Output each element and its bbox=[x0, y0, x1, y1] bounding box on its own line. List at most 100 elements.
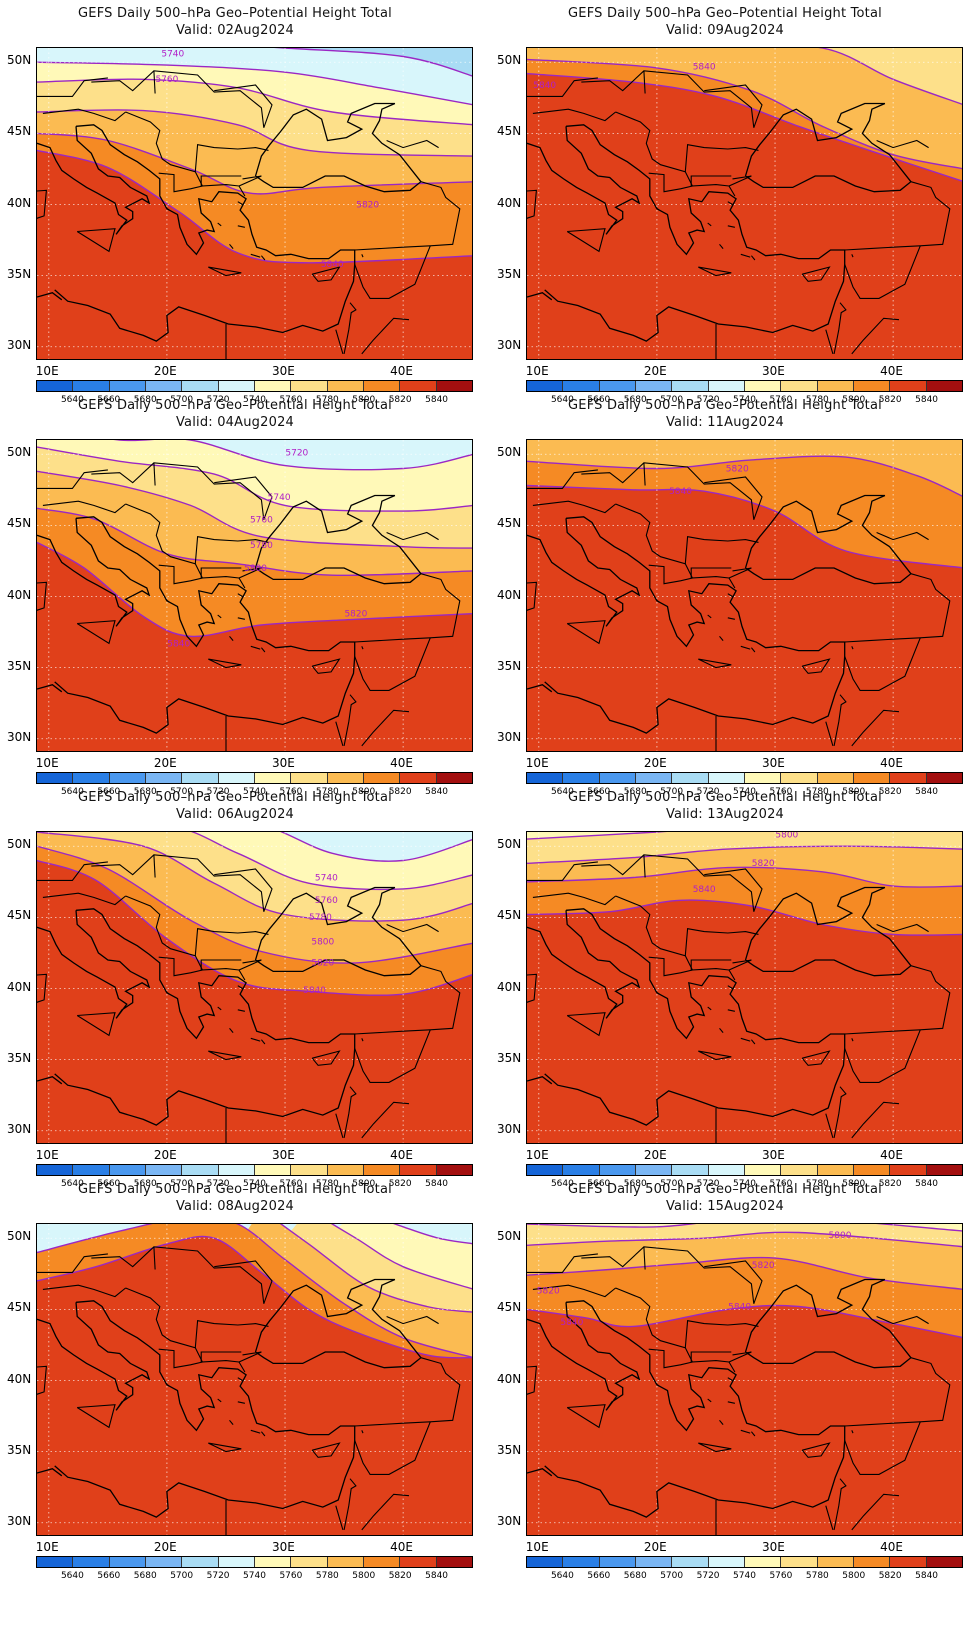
longitude-label: 20E bbox=[643, 1540, 667, 1554]
colorbar-label: 5820 bbox=[388, 395, 412, 405]
latitude-label: 45N bbox=[497, 1300, 522, 1315]
colorbar-swatch bbox=[182, 773, 219, 783]
colorbar-swatch bbox=[599, 1557, 636, 1567]
height-band bbox=[37, 1236, 472, 1535]
country-border bbox=[851, 709, 900, 747]
island-outline bbox=[208, 658, 242, 669]
map-panel: GEFS Daily 500–hPa Geo–Potential Height … bbox=[490, 392, 963, 802]
colorbar-label: 5680 bbox=[623, 1571, 647, 1581]
country-border bbox=[704, 476, 763, 520]
colorbar-label: 5760 bbox=[279, 1179, 303, 1189]
latitude-label: 30N bbox=[497, 337, 522, 352]
island-outline bbox=[740, 645, 751, 650]
colorbar-label: 5840 bbox=[425, 1179, 449, 1189]
contour-label: 5740 bbox=[268, 493, 291, 503]
island-outline bbox=[527, 973, 538, 1003]
colorbar bbox=[36, 1556, 473, 1568]
island-outline bbox=[361, 1038, 364, 1042]
island-outline bbox=[250, 645, 261, 650]
island-outline bbox=[37, 973, 48, 1003]
latitude-label: 40N bbox=[7, 587, 32, 602]
coastline bbox=[37, 1467, 63, 1477]
colorbar-swatch bbox=[254, 381, 292, 391]
latitude-label: 50N bbox=[7, 445, 32, 460]
colorbar-label: 5760 bbox=[769, 1571, 793, 1581]
island-outline bbox=[527, 581, 538, 611]
country-border bbox=[361, 317, 410, 355]
coastline bbox=[744, 886, 912, 977]
map-canvas: 5720 5740 5760 5780 5800 5820 5840 bbox=[37, 440, 472, 751]
island-outline bbox=[229, 1419, 234, 1425]
colorbar-swatch bbox=[890, 1557, 927, 1567]
colorbar-swatch bbox=[254, 1165, 292, 1175]
island-outline bbox=[727, 201, 733, 205]
contour-label: 5820 bbox=[726, 464, 749, 474]
colorbar-label: 5760 bbox=[769, 787, 793, 797]
country-border bbox=[825, 1113, 834, 1139]
island-outline bbox=[750, 1039, 756, 1045]
colorbar-swatch bbox=[781, 381, 818, 391]
colorbar-swatch bbox=[291, 773, 328, 783]
country-border bbox=[833, 302, 847, 355]
colorbar-label: 5780 bbox=[315, 1571, 339, 1581]
island-outline bbox=[851, 646, 854, 650]
country-border bbox=[581, 462, 755, 520]
country-border bbox=[690, 567, 732, 579]
colorbar-label: 5780 bbox=[805, 1571, 829, 1581]
height-band bbox=[37, 542, 472, 751]
latitude-label: 35N bbox=[7, 658, 32, 673]
latitude-label: 40N bbox=[497, 1371, 522, 1386]
colorbar-label: 5840 bbox=[915, 787, 939, 797]
colorbar-label: 5820 bbox=[878, 1571, 902, 1581]
country-border bbox=[42, 892, 126, 906]
country-border bbox=[343, 694, 357, 747]
island-outline bbox=[740, 1429, 751, 1434]
map-canvas: 5740 5760 5780 5800 5820 5840 bbox=[37, 832, 472, 1143]
country-border bbox=[200, 175, 242, 187]
latitude-label: 30N bbox=[7, 1121, 32, 1136]
island-outline bbox=[851, 254, 854, 258]
latitude-label: 40N bbox=[7, 979, 32, 994]
colorbar bbox=[526, 1556, 963, 1568]
island-outline bbox=[707, 614, 712, 619]
longitude-label: 10E bbox=[525, 1148, 549, 1162]
coastline bbox=[37, 683, 63, 693]
colorbar-swatch bbox=[363, 773, 401, 783]
island-outline bbox=[250, 1429, 261, 1434]
colorbar-label: 5660 bbox=[97, 787, 121, 797]
colorbar-swatch bbox=[291, 1557, 328, 1567]
country-border bbox=[238, 175, 262, 197]
country-border bbox=[335, 1113, 344, 1139]
colorbar-swatch bbox=[400, 381, 437, 391]
latitude-label: 45N bbox=[7, 124, 32, 139]
contour-line bbox=[527, 455, 962, 497]
country-border bbox=[91, 462, 265, 520]
panel-valid-date: Valid: 02Aug2024 bbox=[175, 23, 295, 38]
colorbar-label: 5740 bbox=[243, 1179, 266, 1189]
coastline bbox=[37, 126, 151, 235]
country-border bbox=[125, 503, 269, 565]
island-outline bbox=[237, 1401, 246, 1404]
map-panel: GEFS Daily 500–hPa Geo–Potential Height … bbox=[490, 784, 963, 1194]
country-border bbox=[354, 573, 461, 643]
colorbar-swatch bbox=[599, 381, 636, 391]
colorbar-swatch bbox=[145, 1557, 183, 1567]
colorbar-swatch bbox=[635, 773, 673, 783]
colorbar-label: 5780 bbox=[315, 1179, 339, 1189]
island-outline bbox=[361, 646, 364, 650]
contour-line bbox=[37, 1224, 472, 1358]
colorbar-swatch bbox=[817, 381, 854, 391]
island-outline bbox=[260, 647, 266, 653]
colorbar-swatch bbox=[635, 1557, 673, 1567]
panel-valid-date: Valid: 06Aug2024 bbox=[175, 807, 295, 822]
contour-line bbox=[37, 470, 472, 549]
contour-line bbox=[37, 541, 472, 638]
island-outline bbox=[311, 266, 341, 282]
island-outline bbox=[698, 266, 732, 277]
country-border bbox=[728, 175, 752, 197]
longitude-label: 30E bbox=[762, 1148, 785, 1162]
country-border bbox=[825, 329, 834, 355]
coastline bbox=[254, 494, 422, 585]
colorbar-swatch bbox=[563, 1165, 600, 1175]
latitude-label: 35N bbox=[7, 266, 32, 281]
